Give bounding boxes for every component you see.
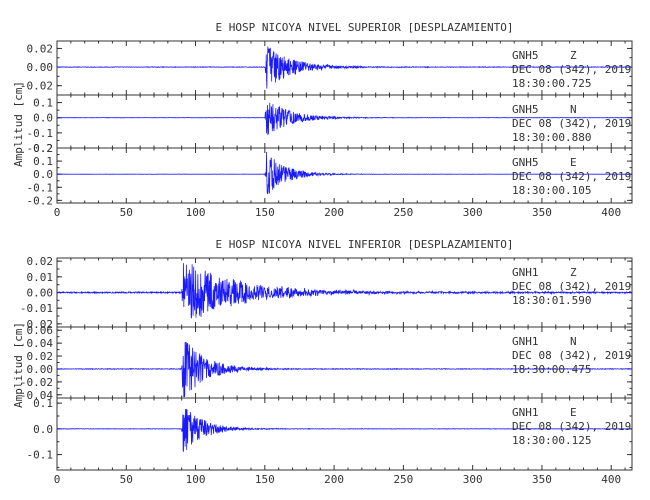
station-label: GNH5 — [512, 49, 539, 62]
y-tick-label: -0.02 — [20, 376, 53, 389]
seismogram-trace — [56, 151, 633, 194]
y-axis-label: Amplitud [cm] — [12, 322, 25, 408]
y-tick-label: -0.1 — [27, 181, 54, 194]
y-tick-label: 0.02 — [27, 42, 54, 55]
y-tick-label: -0.02 — [20, 80, 53, 93]
y-tick-label: -0.1 — [27, 127, 54, 140]
component-label: N — [570, 103, 577, 116]
x-tick-label: 200 — [324, 473, 344, 486]
time-label: 18:30:00.725 — [512, 77, 591, 90]
x-tick-label: 400 — [601, 473, 621, 486]
y-tick-label: -0.01 — [20, 302, 53, 315]
y-tick-label: -0.02 — [20, 318, 53, 331]
x-tick-label: 400 — [601, 206, 621, 219]
y-tick-label: 0.1 — [33, 397, 53, 410]
y-axis-label: Amplitud [cm] — [12, 81, 25, 167]
station-label: GNH1 — [512, 406, 539, 419]
figure-title: E HOSP NICOYA NIVEL INFERIOR [DESPLAZAMI… — [215, 238, 513, 251]
x-tick-label: 50 — [120, 206, 133, 219]
y-tick-label: 0.1 — [33, 155, 53, 168]
component-label: E — [570, 406, 577, 419]
y-tick-label: -0.1 — [27, 449, 54, 462]
date-label: DEC 08 (342), 2019 — [512, 170, 631, 183]
x-tick-label: 350 — [532, 206, 552, 219]
seismogram-trace — [56, 263, 633, 319]
x-tick-label: 50 — [120, 473, 133, 486]
panel-frame — [56, 397, 633, 471]
date-label: DEC 08 (342), 2019 — [512, 420, 631, 433]
x-tick-label: 100 — [186, 206, 206, 219]
y-tick-label: -0.2 — [27, 142, 54, 155]
y-tick-label: 0.00 — [27, 363, 54, 376]
y-tick-label: 0.2 — [33, 142, 53, 155]
component-label: Z — [570, 49, 577, 62]
time-label: 18:30:00.880 — [512, 131, 591, 144]
seismogram-trace — [56, 102, 633, 135]
component-label: N — [570, 335, 577, 348]
y-tick-label: 0.02 — [27, 255, 54, 268]
x-tick-label: 200 — [324, 206, 344, 219]
date-label: DEC 08 (342), 2019 — [512, 63, 631, 76]
station-label: GNH5 — [512, 156, 539, 169]
x-tick-label: 100 — [186, 473, 206, 486]
x-tick-label: 150 — [255, 473, 275, 486]
seismogram-trace — [56, 341, 633, 398]
seismogram-trace — [56, 46, 633, 89]
component-label: Z — [570, 266, 577, 279]
x-tick-label: 250 — [393, 473, 413, 486]
x-tick-label: 300 — [463, 473, 483, 486]
time-label: 18:30:01.590 — [512, 294, 591, 307]
y-tick-label: 0.01 — [27, 271, 54, 284]
station-label: GNH5 — [512, 103, 539, 116]
y-tick-label: 0.0 — [33, 423, 53, 436]
seismogram-trace — [56, 408, 633, 452]
y-tick-label: 0.1 — [33, 97, 53, 110]
y-tick-label: 0.00 — [27, 287, 54, 300]
x-tick-label: 150 — [255, 206, 275, 219]
station-label: GNH1 — [512, 266, 539, 279]
y-tick-label: 0.0 — [33, 112, 53, 125]
date-label: DEC 08 (342), 2019 — [512, 349, 631, 362]
y-tick-label: 0.00 — [27, 61, 54, 74]
component-label: E — [570, 156, 577, 169]
x-tick-label: 350 — [532, 473, 552, 486]
date-label: DEC 08 (342), 2019 — [512, 117, 631, 130]
panel-frame — [56, 147, 633, 204]
time-label: 18:30:00.475 — [512, 363, 591, 376]
x-tick-label: 300 — [463, 206, 483, 219]
y-tick-label: -0.2 — [27, 194, 54, 207]
y-tick-label: 0.0 — [33, 168, 53, 181]
y-tick-label: 0.04 — [27, 337, 54, 350]
y-tick-label: 0.02 — [27, 350, 54, 363]
figure-title: E HOSP NICOYA NIVEL SUPERIOR [DESPLAZAMI… — [215, 21, 513, 34]
y-tick-label: -0.04 — [20, 389, 53, 402]
time-label: 18:30:00.125 — [512, 434, 591, 447]
time-label: 18:30:00.105 — [512, 184, 591, 197]
x-tick-label: 0 — [54, 473, 61, 486]
station-label: GNH1 — [512, 335, 539, 348]
x-tick-label: 0 — [54, 206, 61, 219]
y-tick-label: 0.06 — [27, 324, 54, 337]
x-tick-label: 250 — [393, 206, 413, 219]
date-label: DEC 08 (342), 2019 — [512, 280, 631, 293]
